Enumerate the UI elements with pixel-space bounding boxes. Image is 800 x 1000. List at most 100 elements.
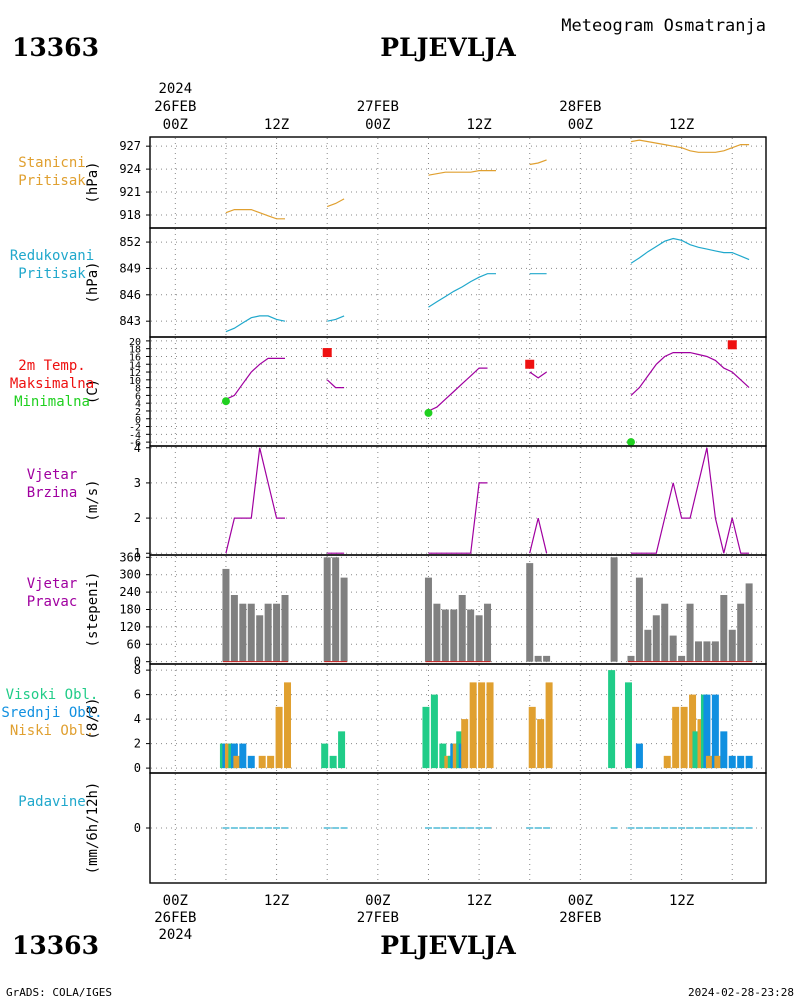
y-tick-label: 8	[134, 663, 141, 677]
y-tick-label: 843	[119, 314, 141, 328]
panel-label-line: Pravac	[27, 594, 78, 610]
plot-area	[221, 340, 750, 446]
generated-timestamp: 2024-02-28-23:28	[688, 986, 794, 999]
station-id-top: 13363	[12, 33, 99, 62]
cloud-bar-low	[267, 755, 275, 769]
wind-direction-bar	[332, 557, 340, 662]
y-tick-label: 1	[134, 546, 141, 560]
cloud-bar-mid	[728, 755, 736, 769]
time-tick-label-top: 12Z	[669, 117, 694, 133]
y-tick-label: 10	[129, 376, 141, 387]
wind-direction-bar	[711, 641, 719, 662]
wind-direction-bar	[627, 655, 635, 662]
date-label-top: 27FEB	[357, 99, 399, 115]
y-axis-label: (hPa)	[85, 161, 101, 203]
max-temp-marker	[525, 359, 535, 369]
station-name-top: PLJEVLJA	[380, 33, 516, 62]
cloud-bar-high	[608, 670, 616, 769]
wind-direction-bar	[661, 603, 669, 662]
wind-direction-bar	[694, 641, 702, 662]
reduced-pressure-series-line	[630, 237, 750, 264]
y-tick-label: 4	[135, 399, 141, 410]
wind-speed-series-line	[529, 517, 548, 554]
wind-direction-bar	[323, 557, 331, 662]
date-label-bottom: 28FEB	[559, 910, 601, 926]
plot-area	[219, 670, 753, 769]
wind-direction-bar	[256, 615, 264, 662]
wind-direction-bar	[239, 603, 247, 662]
panel-label-line: Pritisak	[18, 266, 86, 282]
cloud-bar-low	[486, 682, 494, 769]
date-label-bottom: 27FEB	[357, 910, 399, 926]
cloud-bar-low	[537, 719, 545, 769]
wind-speed-series-line	[428, 482, 488, 554]
y-axis-label: (hPa)	[85, 261, 101, 303]
cloud-bar-low	[461, 719, 469, 769]
pressure-series-line	[428, 170, 496, 176]
y-tick-label: 6	[135, 391, 141, 402]
cloud-bar-high	[321, 743, 329, 769]
y-tick-label: 852	[119, 235, 141, 249]
panel-label-line: Srednji Obl.	[1, 705, 102, 721]
cloud-bar-high	[422, 706, 430, 769]
cloud-bar-low	[233, 755, 241, 769]
wind-direction-bar	[441, 609, 449, 662]
cloud-bar-low	[714, 755, 722, 769]
time-tick-label-top: 00Z	[163, 117, 188, 133]
y-tick-label: 849	[119, 261, 141, 275]
y-tick-label: -2	[129, 423, 141, 434]
date-label-top: 28FEB	[559, 99, 601, 115]
y-tick-label: 20	[129, 337, 141, 348]
cloud-bar-mid	[247, 755, 255, 769]
cloud-bar-low	[705, 755, 713, 769]
y-tick-label: 300	[119, 568, 141, 582]
panel-label-line: Minimalna	[14, 394, 90, 410]
wind-direction-bar	[458, 595, 466, 662]
time-axis-top: 00Z 26FEB 2024 12Z 00Z 27FEB 12Z 00Z 28FEB 12Z	[154, 81, 694, 133]
y-tick-label: 2	[134, 737, 141, 751]
y-tick-label: 0	[134, 655, 141, 669]
wind-direction-bar	[264, 603, 272, 662]
year-label-bottom: 2024	[158, 927, 192, 943]
temperature-series-line	[630, 352, 750, 396]
wind-direction-bar	[644, 629, 652, 662]
cloud-bar-mid	[720, 731, 728, 769]
cloud-bar-low	[469, 682, 477, 769]
panels: 918921924927(hPa)StanicniPritisak8438468…	[1, 136, 767, 884]
y-tick-label: 4	[134, 712, 141, 726]
y-tick-label: 846	[119, 288, 141, 302]
wind-direction-bar	[222, 568, 230, 662]
panel-wind-direction: 0 60 120 180 240 300 360 (stepeni) Vjetar Pravac	[27, 550, 767, 669]
cloud-bar-low	[478, 682, 486, 769]
wind-direction-bar	[737, 603, 745, 662]
y-tick-label: -4	[129, 430, 141, 441]
y-axis-label: (stepeni)	[85, 572, 101, 648]
grads-credit: GrADS: COLA/IGES	[6, 986, 112, 999]
max-temp-marker	[727, 340, 737, 350]
wind-direction-bar	[273, 603, 281, 662]
date-label-top: 26FEB	[154, 99, 196, 115]
time-tick-label-bottom: 00Z	[163, 893, 188, 909]
wind-direction-bar	[526, 563, 534, 662]
meteogram-subtitle: Meteogram Osmatranja	[561, 16, 766, 36]
y-axis-label: (8/8)	[85, 697, 101, 739]
wind-direction-bar	[433, 603, 441, 662]
wind-direction-bar	[230, 595, 238, 662]
panel-label-line: Redukovani	[10, 248, 94, 264]
time-tick-label-top: 00Z	[568, 117, 593, 133]
cloud-bar-mid	[635, 743, 643, 769]
cloud-bar-low	[528, 706, 536, 769]
wind-direction-bar	[340, 577, 348, 662]
plot-area	[225, 447, 750, 554]
plot-area	[225, 139, 750, 220]
station-id-bottom: 13363	[12, 931, 99, 960]
cloud-bar-low	[275, 706, 283, 769]
wind-direction-bar	[745, 583, 753, 662]
y-tick-label: 360	[119, 550, 141, 564]
cloud-bar-high	[692, 731, 700, 769]
station-name-bottom: PLJEVLJA	[380, 931, 516, 960]
wind-speed-series-line	[631, 447, 750, 554]
